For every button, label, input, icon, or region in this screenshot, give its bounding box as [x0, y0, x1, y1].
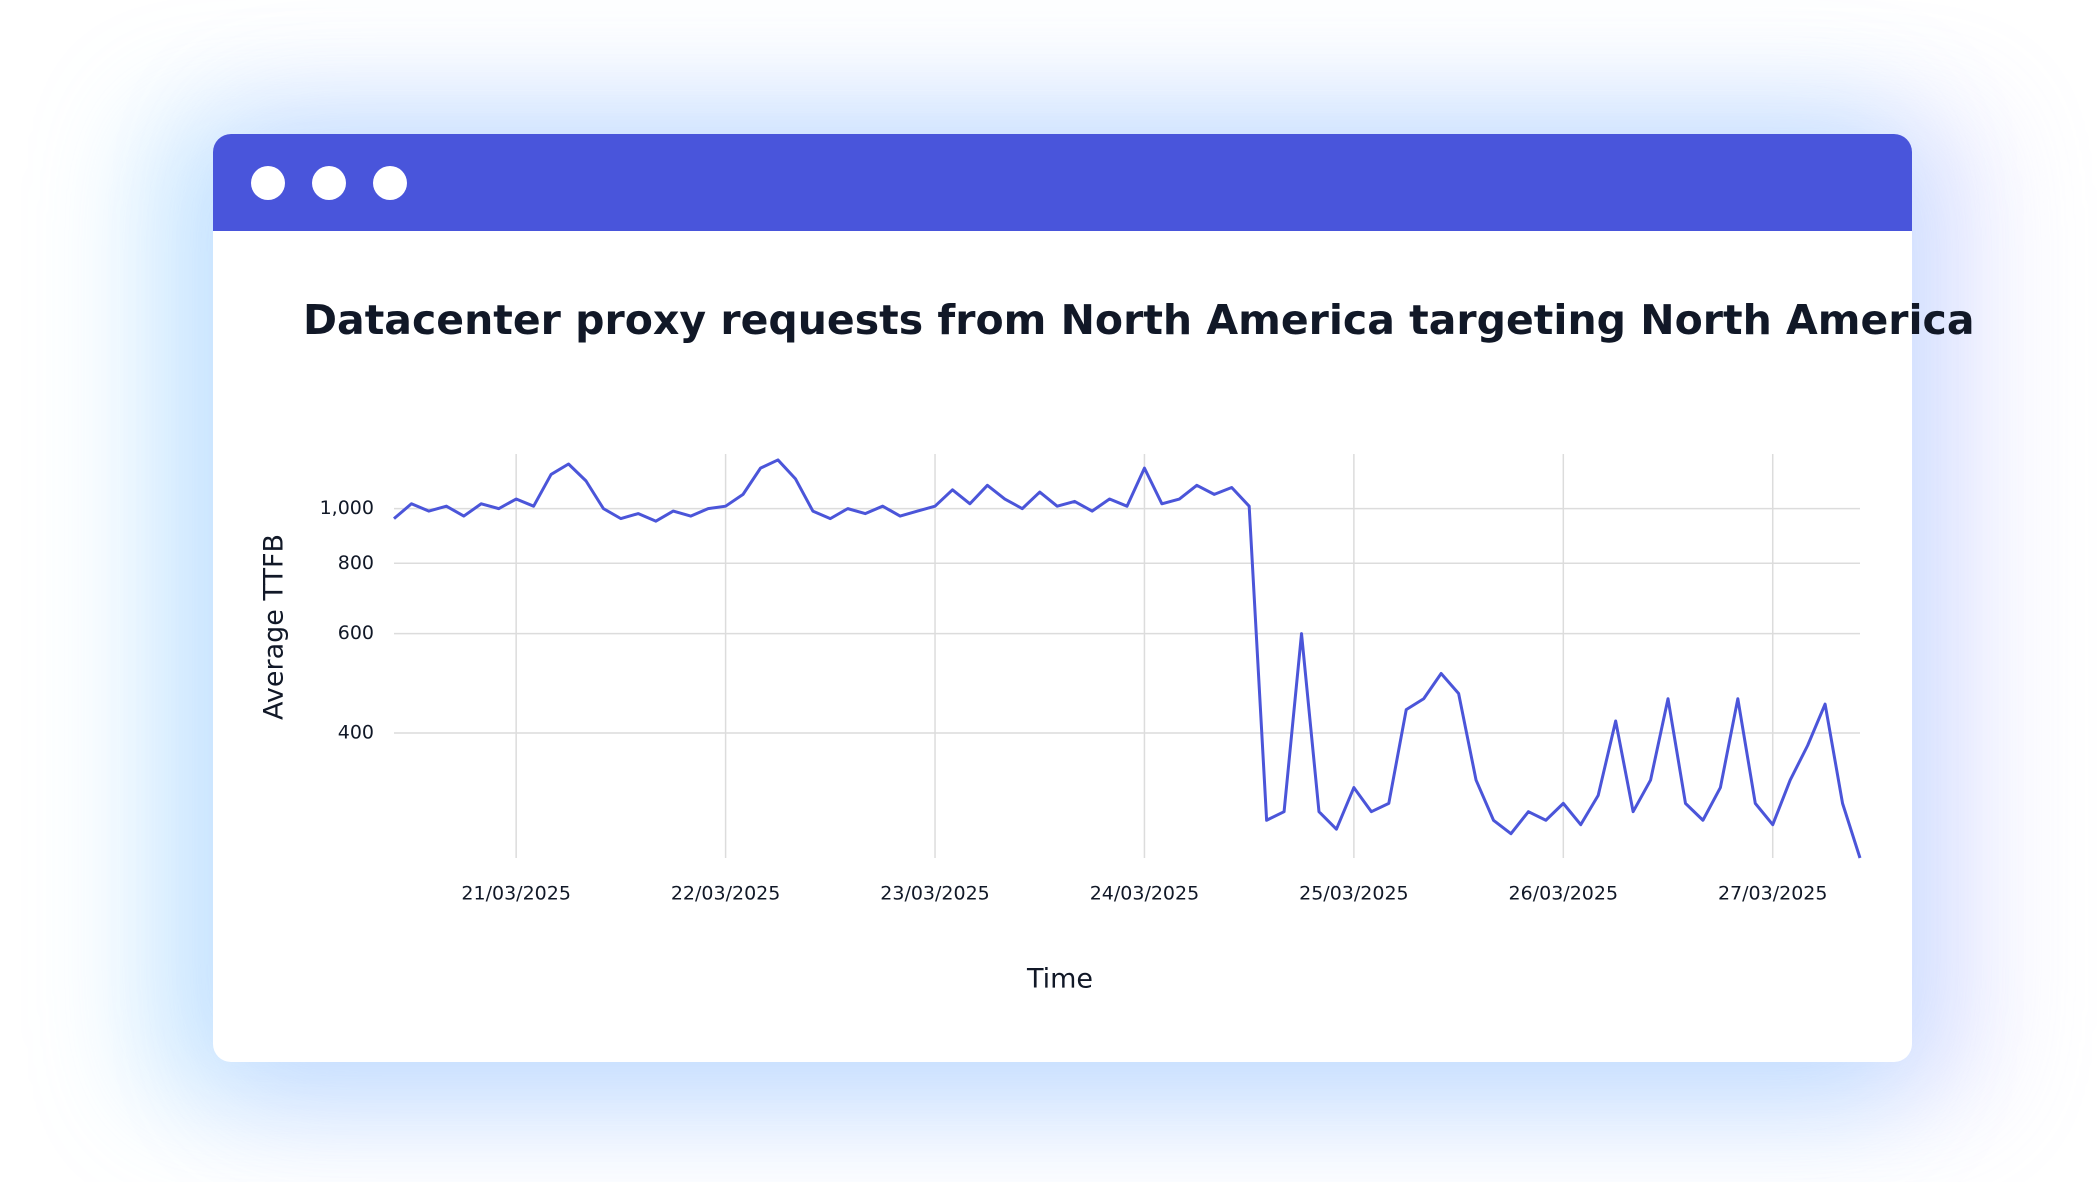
y-tick-label: 400 — [338, 721, 374, 743]
x-tick-label: 25/03/2025 — [1299, 883, 1409, 905]
x-tick-label: 26/03/2025 — [1509, 883, 1619, 905]
window-dot — [251, 166, 285, 200]
x-axis-label: Time — [1026, 964, 1093, 995]
x-tick-label: 21/03/2025 — [461, 883, 571, 905]
x-tick-label: 23/03/2025 — [880, 883, 990, 905]
browser-window — [213, 134, 1912, 1062]
window-dot — [312, 166, 346, 200]
x-tick-label: 27/03/2025 — [1718, 883, 1828, 905]
x-tick-label: 22/03/2025 — [671, 883, 781, 905]
x-tick-label: 24/03/2025 — [1090, 883, 1200, 905]
window-dot — [373, 166, 407, 200]
title-bar — [213, 134, 1912, 231]
y-tick-label: 600 — [338, 622, 374, 644]
y-tick-label: 800 — [338, 552, 374, 574]
data-line — [393, 458, 1862, 859]
y-axis-label: Average TTFB — [259, 534, 290, 720]
y-tick-label: 1,000 — [320, 497, 374, 519]
chart-title: Datacenter proxy requests from North Ame… — [303, 296, 1975, 344]
